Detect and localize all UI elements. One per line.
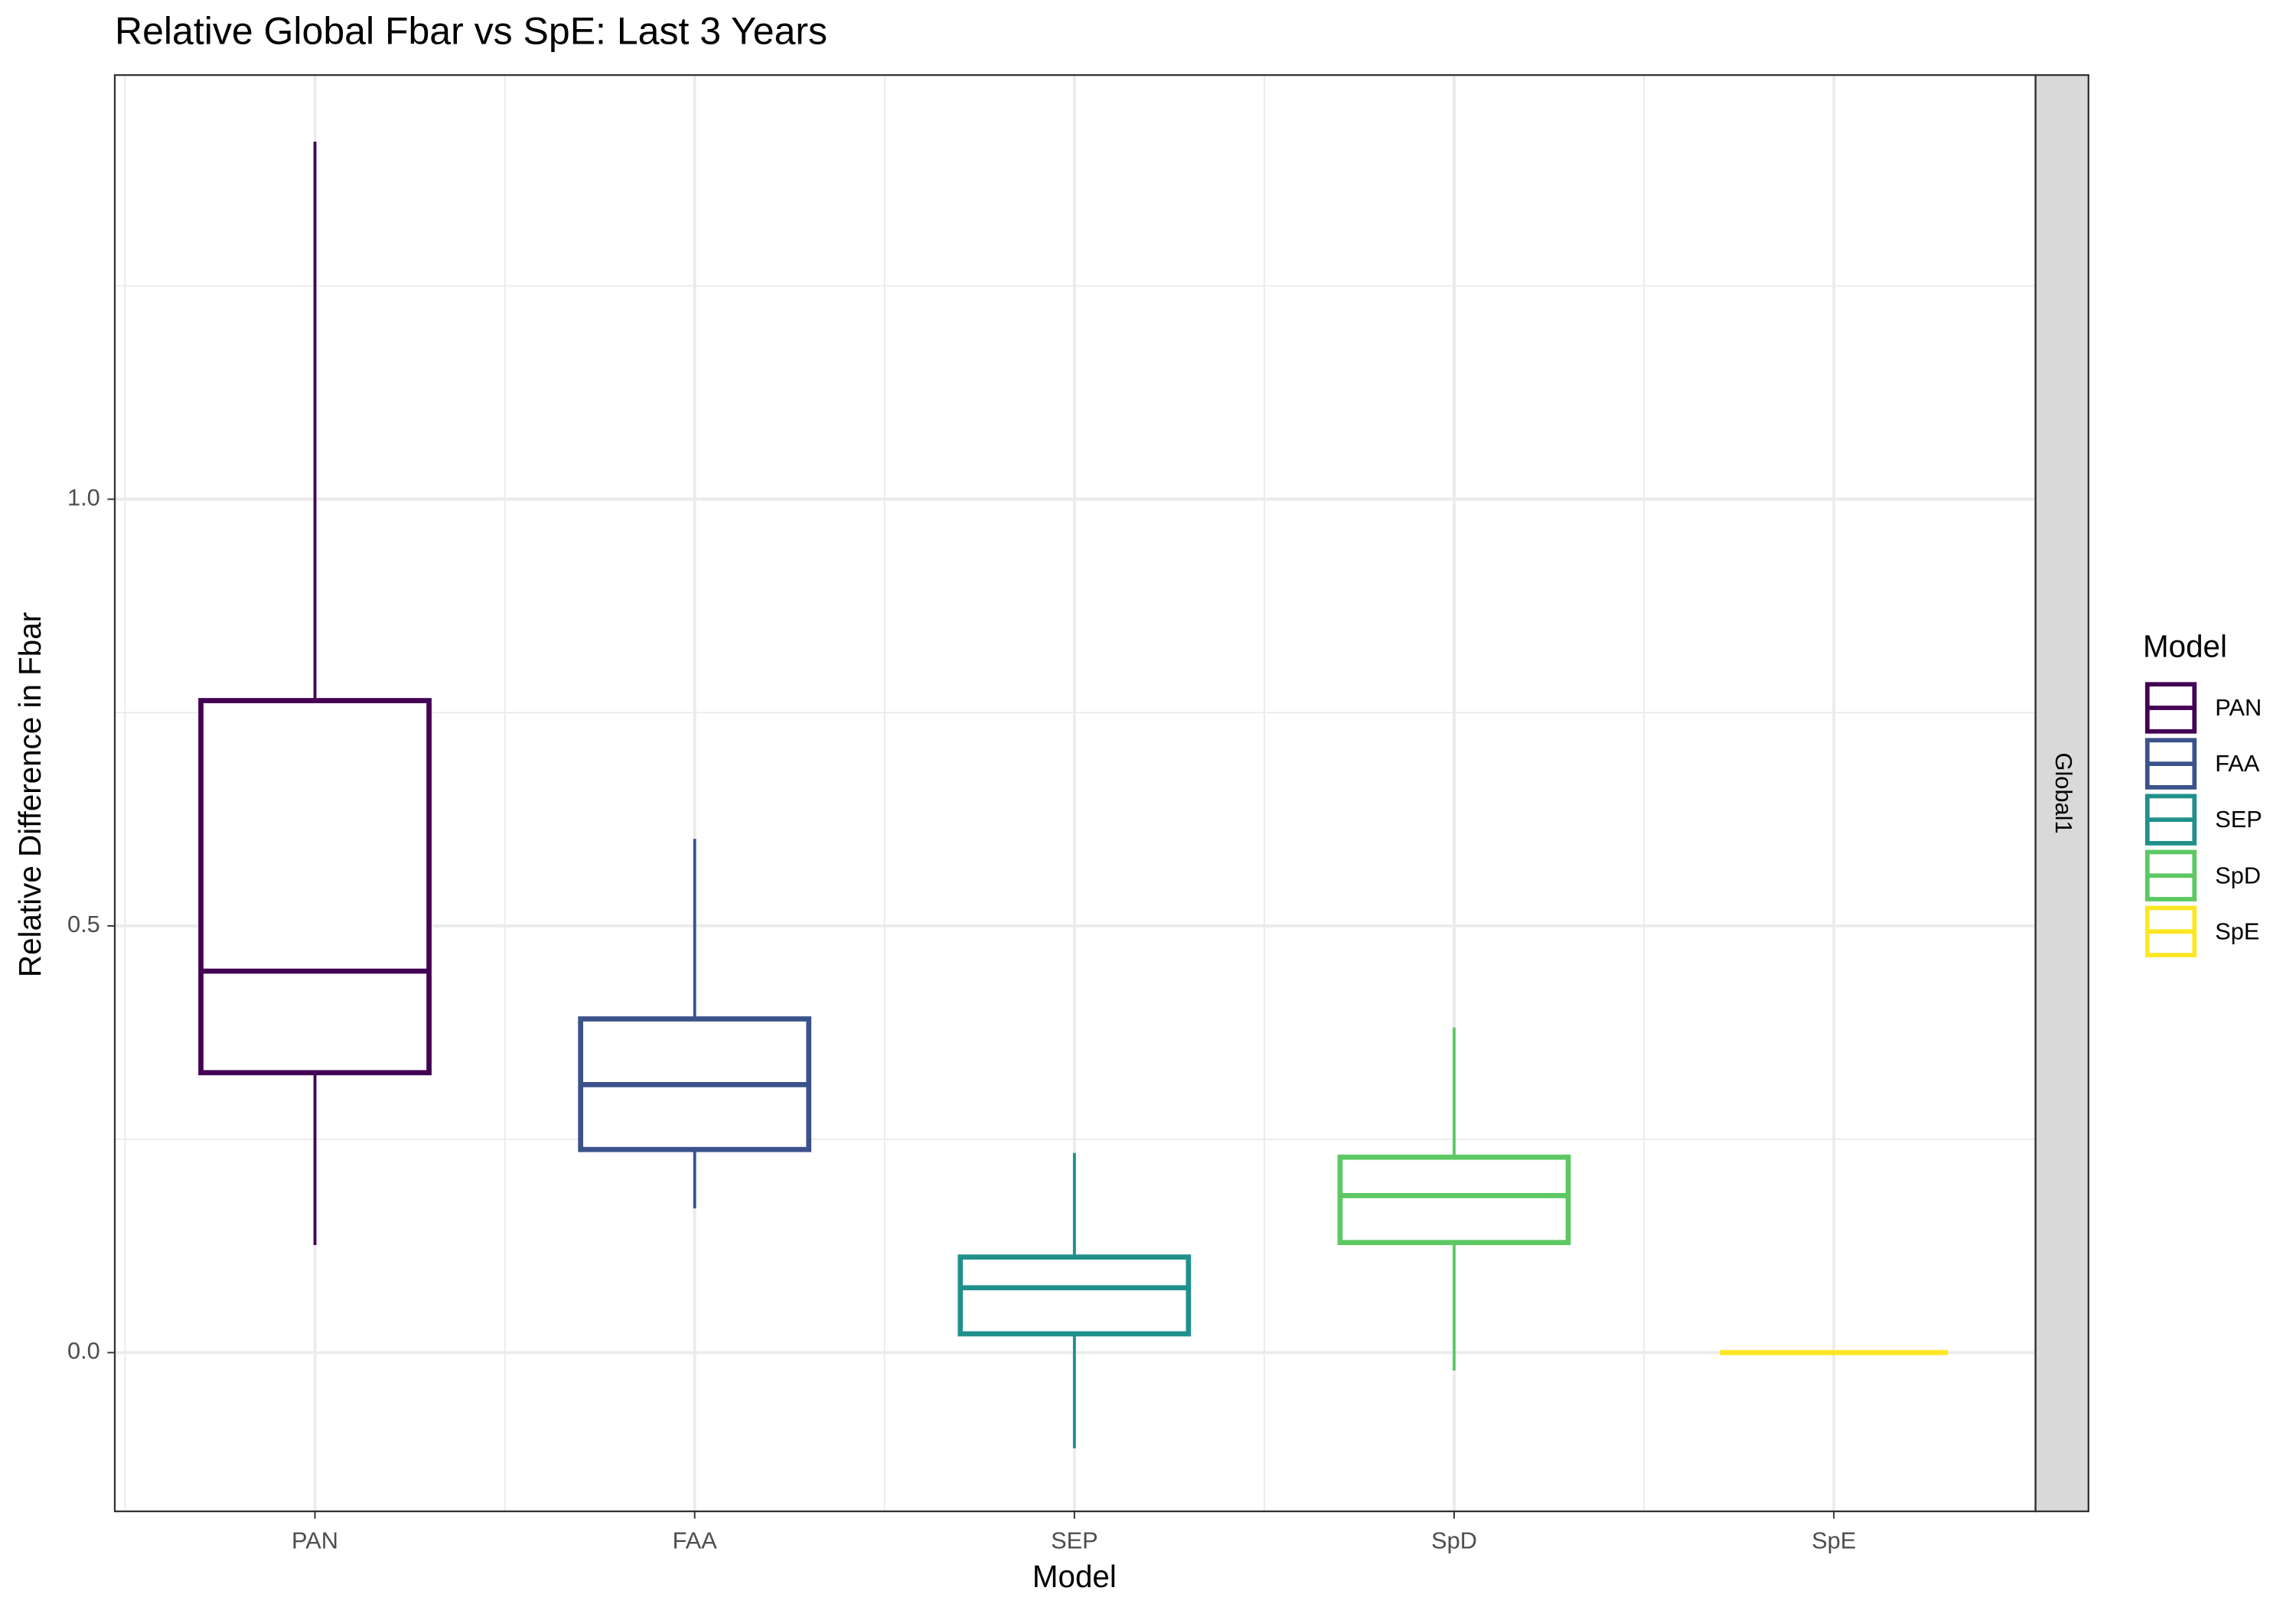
box: [198, 142, 432, 1246]
x-tick-label: FAA: [673, 1527, 718, 1554]
legend-label: PAN: [2215, 694, 2262, 721]
x-tick-label: PAN: [292, 1527, 338, 1554]
legend-label: FAA: [2215, 750, 2260, 777]
y-tick-label: 0.5: [67, 911, 100, 937]
x-tick-label: SEP: [1051, 1527, 1098, 1554]
box-body: [1337, 1154, 1571, 1246]
box: [578, 839, 812, 1209]
panel-border: [113, 73, 2037, 1513]
x-axis-title: Model: [1032, 1559, 1117, 1594]
box-body: [957, 1254, 1192, 1337]
facet-label: Global1: [2050, 753, 2077, 834]
legend-title: Model: [2143, 629, 2227, 664]
box: [1337, 1027, 1571, 1371]
legend-label: SpE: [2215, 918, 2259, 944]
y-tick-label: 0.0: [67, 1338, 100, 1364]
legend-label: SEP: [2215, 806, 2262, 833]
x-tick-label: SpE: [1812, 1527, 1856, 1554]
box-body: [198, 698, 432, 1076]
y-tick-label: 1.0: [67, 484, 100, 510]
legend: PAN FAA SEP SpD SpE: [2144, 682, 2262, 957]
x-tick-label: SpD: [1431, 1527, 1477, 1554]
box: [957, 1152, 1192, 1449]
chart-title: Relative Global Fbar vs SpE: Last 3 Year…: [115, 9, 827, 52]
legend-label: SpD: [2215, 862, 2261, 888]
y-axis-title: Relative Difference in Fbar: [12, 612, 47, 977]
facet-strip: [2034, 73, 2090, 1513]
